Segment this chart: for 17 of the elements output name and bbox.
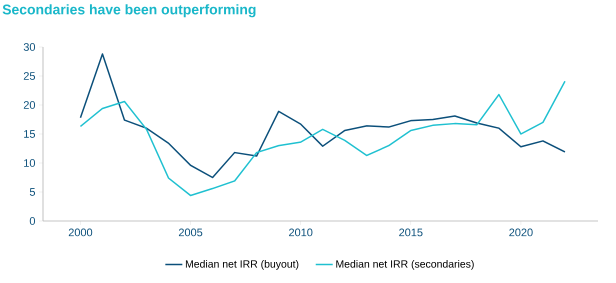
y-tick-label: 5 — [30, 188, 36, 196]
x-tick-label: 2015 — [399, 228, 423, 236]
x-tick-label: 2005 — [178, 228, 202, 236]
line-series — [80, 53, 566, 178]
x-tick-label: 2010 — [289, 228, 312, 236]
y-tick-label: 20 — [24, 101, 36, 109]
y-tick-label: 0 — [30, 217, 36, 225]
legend-label: Median net IRR (buyout) — [186, 260, 298, 270]
chart-title: Secondaries have been outperforming — [2, 4, 256, 18]
legend-label: Median net IRR (secondaries) — [336, 260, 474, 270]
y-tick-label: 25 — [24, 72, 36, 80]
y-tick-label: 10 — [24, 159, 36, 167]
x-tick-label: 2000 — [68, 228, 92, 236]
x-tick-label: 2020 — [509, 228, 533, 236]
line-series — [80, 80, 566, 196]
y-tick-label: 30 — [24, 43, 36, 51]
y-tick-label: 15 — [24, 130, 36, 138]
